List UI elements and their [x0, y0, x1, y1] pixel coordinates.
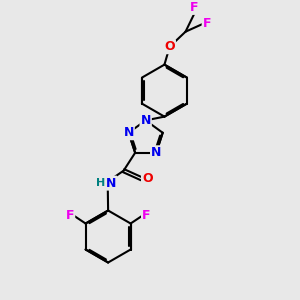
Text: H: H — [96, 178, 105, 188]
Text: O: O — [142, 172, 153, 185]
Text: F: F — [190, 1, 198, 14]
Text: N: N — [151, 146, 161, 159]
Text: N: N — [140, 114, 151, 127]
Text: N: N — [106, 177, 116, 190]
Text: O: O — [164, 40, 175, 53]
Text: F: F — [203, 17, 211, 30]
Text: F: F — [66, 209, 74, 222]
Text: F: F — [142, 209, 151, 222]
Text: N: N — [123, 126, 134, 139]
